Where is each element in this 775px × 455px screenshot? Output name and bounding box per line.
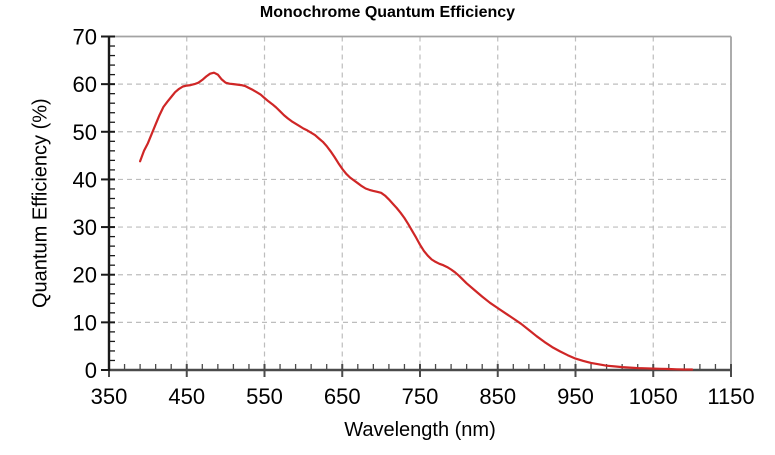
y-tick-label: 30 <box>73 215 97 240</box>
x-tick-label: 1050 <box>629 384 678 409</box>
x-axis-title: Wavelength (nm) <box>344 419 496 441</box>
y-tick-label: 60 <box>73 72 97 97</box>
x-tick-label: 750 <box>402 384 439 409</box>
y-axis-title: Quantum Efficiency (%) <box>29 98 52 308</box>
y-tick-label: 70 <box>73 25 97 50</box>
y-tick-label: 40 <box>73 167 97 192</box>
y-tick-label: 0 <box>85 358 97 383</box>
y-tick-label: 50 <box>73 120 97 145</box>
qe-curve <box>139 71 694 371</box>
y-tick-label: 20 <box>73 263 97 288</box>
x-tick-label: 350 <box>91 384 128 409</box>
x-tick-label: 950 <box>557 384 594 409</box>
x-tick-label: 450 <box>168 384 205 409</box>
x-tick-label: 550 <box>246 384 283 409</box>
chart-title: Monochrome Quantum Efficiency <box>259 4 516 21</box>
x-tick-label: 850 <box>479 384 516 409</box>
y-tick-label: 10 <box>73 310 97 335</box>
x-tick-label: 650 <box>324 384 361 409</box>
x-tick-label: 1150 <box>707 384 754 409</box>
